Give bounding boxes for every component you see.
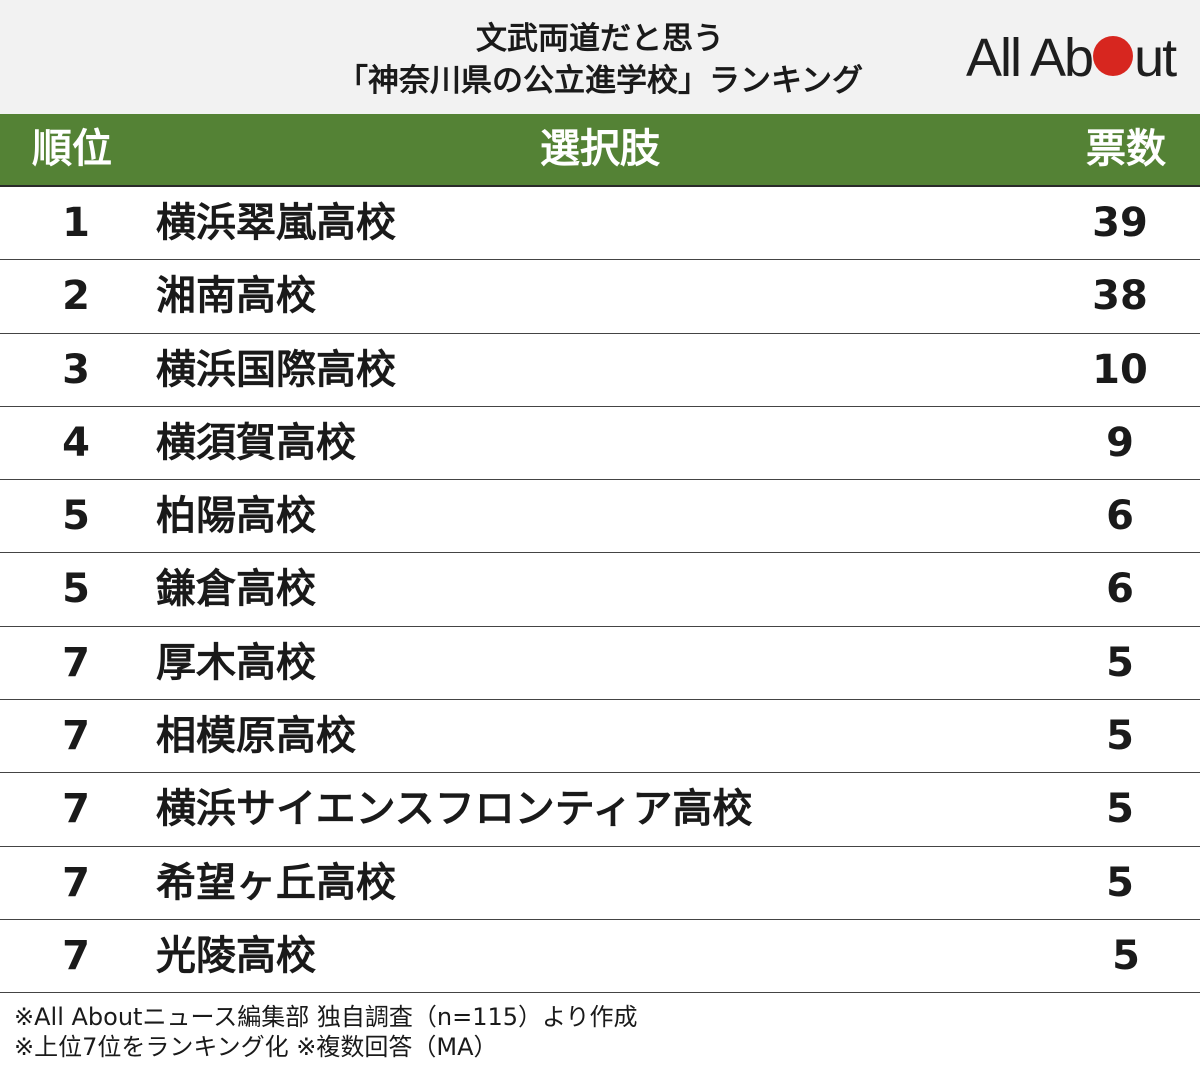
row-school-name: 希望ヶ丘高校	[156, 859, 396, 906]
footer-note-source: ※All Aboutニュース編集部 独自調査（n=115）より作成	[14, 1003, 638, 1031]
row-rank: 7	[62, 932, 90, 979]
row-rank: 5	[62, 566, 90, 613]
table-row: 7 光陵高校 5	[0, 920, 1200, 994]
row-votes: 5	[1106, 639, 1134, 686]
row-rank: 7	[62, 713, 90, 760]
title-line-1: 文武両道だと思う	[476, 21, 724, 57]
allabout-logo: All Ab ut	[966, 28, 1177, 88]
row-votes: 38	[1092, 273, 1148, 320]
row-votes: 10	[1092, 346, 1148, 393]
title-band: 文武両道だと思う 「神奈川県の公立進学校」ランキング All Ab ut	[0, 0, 1200, 114]
row-votes: 5	[1106, 859, 1134, 906]
row-school-name: 相模原高校	[156, 713, 356, 760]
row-school-name: 厚木高校	[156, 639, 316, 686]
row-rank: 2	[62, 273, 90, 320]
row-rank: 3	[62, 346, 90, 393]
logo-red-dot-icon	[1093, 36, 1134, 76]
row-rank: 7	[62, 639, 90, 686]
row-votes: 5	[1106, 713, 1134, 760]
ranking-table-body: 1 横浜翠嵐高校 39 2 湘南高校 38 3 横浜国際高校 10 4 横須賀高校 9 5 柏陽高校 6 5 鎌…	[0, 187, 1200, 994]
row-rank: 5	[62, 493, 90, 540]
row-school-name: 柏陽高校	[156, 493, 316, 540]
table-row: 1 横浜翠嵐高校 39	[0, 187, 1200, 261]
row-rank: 7	[62, 786, 90, 833]
row-rank: 1	[62, 200, 90, 246]
row-school-name: 光陵高校	[156, 932, 316, 979]
table-row: 3 横浜国際高校 10	[0, 334, 1200, 407]
footer-note-method: ※上位7位をランキング化 ※複数回答（MA）	[14, 1033, 498, 1061]
row-school-name: 横須賀高校	[156, 419, 356, 466]
row-school-name: 湘南高校	[156, 273, 316, 320]
row-votes: 39	[1092, 200, 1148, 246]
column-header-rank: 順位	[32, 126, 112, 172]
table-row: 2 湘南高校 38	[0, 260, 1200, 334]
row-rank: 4	[62, 419, 90, 466]
footer-notes: ※All Aboutニュース編集部 独自調査（n=115）より作成 ※上位7位を…	[14, 1002, 638, 1062]
table-row: 5 柏陽高校 6	[0, 480, 1200, 554]
column-header-choice: 選択肢	[540, 126, 660, 172]
table-row: 5 鎌倉高校 6	[0, 553, 1200, 627]
row-school-name: 鎌倉高校	[156, 566, 316, 613]
page-title: 文武両道だと思う 「神奈川県の公立進学校」ランキング	[250, 18, 950, 102]
row-votes: 6	[1106, 493, 1134, 540]
row-votes: 9	[1106, 419, 1134, 466]
logo-text-prefix: All Ab	[966, 28, 1094, 88]
row-votes: 5	[1106, 786, 1134, 833]
row-school-name: 横浜翠嵐高校	[156, 200, 396, 246]
row-school-name: 横浜国際高校	[156, 346, 396, 393]
row-school-name: 横浜サイエンスフロンティア高校	[156, 786, 753, 833]
table-row: 7 相模原高校 5	[0, 700, 1200, 774]
table-row: 7 横浜サイエンスフロンティア高校 5	[0, 773, 1200, 847]
logo-text-suffix: ut	[1134, 28, 1177, 88]
column-header-votes: 票数	[1086, 126, 1166, 172]
row-votes: 5	[1112, 932, 1140, 979]
table-row: 7 厚木高校 5	[0, 627, 1200, 701]
row-rank: 7	[62, 859, 90, 906]
table-row: 7 希望ヶ丘高校 5	[0, 847, 1200, 920]
table-header-row: 選択肢 順位 票数	[0, 114, 1200, 187]
title-line-2: 「神奈川県の公立進学校」ランキング	[336, 63, 864, 99]
table-row: 4 横須賀高校 9	[0, 407, 1200, 481]
row-votes: 6	[1106, 566, 1134, 613]
